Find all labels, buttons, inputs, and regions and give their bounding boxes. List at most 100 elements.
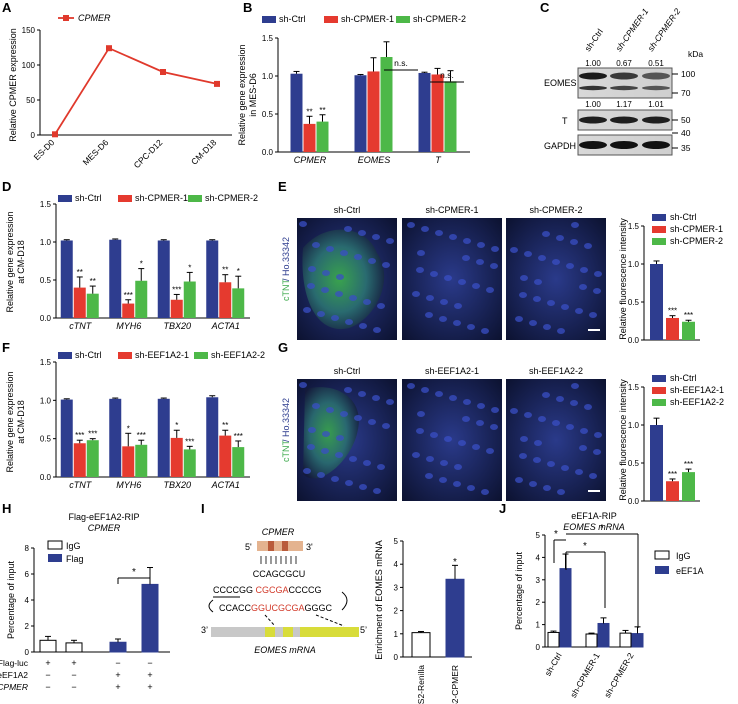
pE-nucleus [373, 327, 381, 333]
pB-legend-swatch [324, 16, 338, 23]
pA-y-tick-label: 100 [22, 61, 36, 70]
pG-nucleus [561, 465, 569, 471]
pH-title: Flag-eEF1A2-RIP [68, 512, 139, 522]
pG-nucleus [556, 396, 564, 402]
pE-green-tissue [302, 229, 385, 330]
pG-nucleus [534, 440, 542, 446]
pE-nucleus [589, 312, 597, 318]
pH-condition-mark: − [45, 682, 50, 692]
pF-significance-label: *** [75, 431, 84, 440]
pE-nucleus [421, 226, 429, 232]
pG-nucleus [453, 481, 461, 487]
pC-t-quant: 1.00 [585, 100, 601, 109]
pH-condition-mark: − [71, 670, 76, 680]
pE-nucleus [349, 295, 357, 301]
pC-eomes-label: EOMES [544, 78, 577, 88]
pG-nucleus [412, 452, 420, 458]
pE-nucleus [344, 226, 352, 232]
pB-bar [290, 73, 303, 152]
pB-y-tick-label: 1.0 [262, 72, 274, 81]
pG-bar [666, 481, 679, 501]
pB-y-axis-label: Relative gene expression [237, 44, 247, 145]
pG-nucleus [570, 400, 578, 406]
pH-condition-mark: − [115, 658, 120, 668]
pH-bar [109, 641, 127, 653]
pJ-significance-label: * [600, 523, 604, 534]
pC-gapdh-band [579, 141, 607, 149]
pF-bar [60, 399, 73, 477]
pH-condition-mark: + [115, 670, 120, 680]
pE-nucleus [575, 308, 583, 314]
pG-nucleus [510, 408, 518, 414]
pE-nucleus [542, 231, 550, 237]
pF-bar [219, 435, 232, 477]
pE-nucleus [426, 295, 434, 301]
pD-significance-label: ** [77, 268, 83, 277]
pB-y-tick-label: 1.5 [262, 34, 274, 43]
pI-loop-left [208, 599, 214, 613]
pF-x-tick-label: cTNT [69, 480, 92, 490]
pG-image-title: sh-EEF1A2-2 [529, 366, 583, 376]
pE-nucleus [363, 299, 371, 305]
pG-y-tick-label: 1.0 [628, 421, 640, 430]
pG-nucleus [579, 445, 587, 451]
pG-nucleus [454, 464, 462, 470]
pE-nucleus [454, 303, 462, 309]
pG-nucleus [417, 411, 425, 417]
pE-nucleus [566, 263, 574, 269]
pG-nucleus [430, 432, 438, 438]
pH-condition-mark: + [71, 658, 76, 668]
pC-t-band [610, 116, 638, 124]
pG-nucleus [354, 415, 362, 421]
pI-mrna-site [283, 627, 293, 637]
pG-nucleus [593, 449, 601, 455]
pG-nucleus [440, 460, 448, 466]
pG-legend-swatch [652, 399, 666, 406]
pG-nucleus [463, 399, 471, 405]
pF-y-tick-label: 0.5 [40, 435, 52, 444]
pE-nucleus [515, 316, 523, 322]
pB-significance-label: ** [319, 106, 325, 115]
panel-label-c: C [540, 0, 550, 15]
pA-data-point [160, 69, 166, 75]
pG-nucleus [529, 481, 537, 487]
pE-nucleus [453, 320, 461, 326]
pE-y-tick-label: 1.5 [628, 222, 640, 231]
pG-nucleus [481, 489, 489, 495]
pF-significance-label: ** [222, 421, 228, 430]
panel-label-d: D [2, 179, 11, 194]
pG-legend-swatch [652, 375, 666, 382]
pE-nucleus [547, 300, 555, 306]
pG-bar [650, 425, 663, 501]
pG-nucleus [589, 473, 597, 479]
pI-loop-right [341, 591, 348, 611]
pE-nucleus [594, 271, 602, 277]
pE-nucleus [407, 222, 415, 228]
pJ-legend-entry: IgG [676, 551, 691, 561]
pG-nucleus [462, 416, 470, 422]
pE-stain-label-hoechst: / Ho.33342 [281, 237, 291, 281]
pG-nucleus [326, 407, 334, 413]
pB-ns-label: n.s. [440, 70, 454, 80]
pD-bar [73, 287, 86, 318]
pG-y-tick-label: 1.5 [628, 383, 640, 392]
pB-x-tick-label: CPMER [294, 155, 327, 165]
pJ-x-tick-label: sh-CPMER-2 [602, 651, 636, 700]
pE-y-tick-label: 0.5 [628, 298, 640, 307]
pE-nucleus [317, 311, 325, 317]
panel-label-b: B [243, 0, 252, 15]
pH-y-tick-label: 0 [25, 648, 30, 657]
panel-e-images-and-chart: sh-Ctrl sh-CPMER-1 sh-CPMER-2 cTNT/ Ho.3334… [281, 205, 723, 345]
pH-condition-mark: − [45, 670, 50, 680]
pF-y-axis-label-2: at CM-D18 [16, 400, 26, 444]
pD-bar [157, 240, 170, 318]
pB-bar [354, 75, 367, 152]
pJ-legend-swatch [655, 566, 669, 574]
pJ-significance-label: * [583, 541, 587, 552]
pJ-bar [631, 633, 644, 648]
pG-nucleus [317, 472, 325, 478]
pG-legend-entry: sh-EEF1A2-1 [670, 385, 724, 395]
pA-series-line [54, 47, 218, 135]
pC-eomes-blot [577, 67, 673, 99]
pD-legend-swatch [58, 195, 72, 202]
